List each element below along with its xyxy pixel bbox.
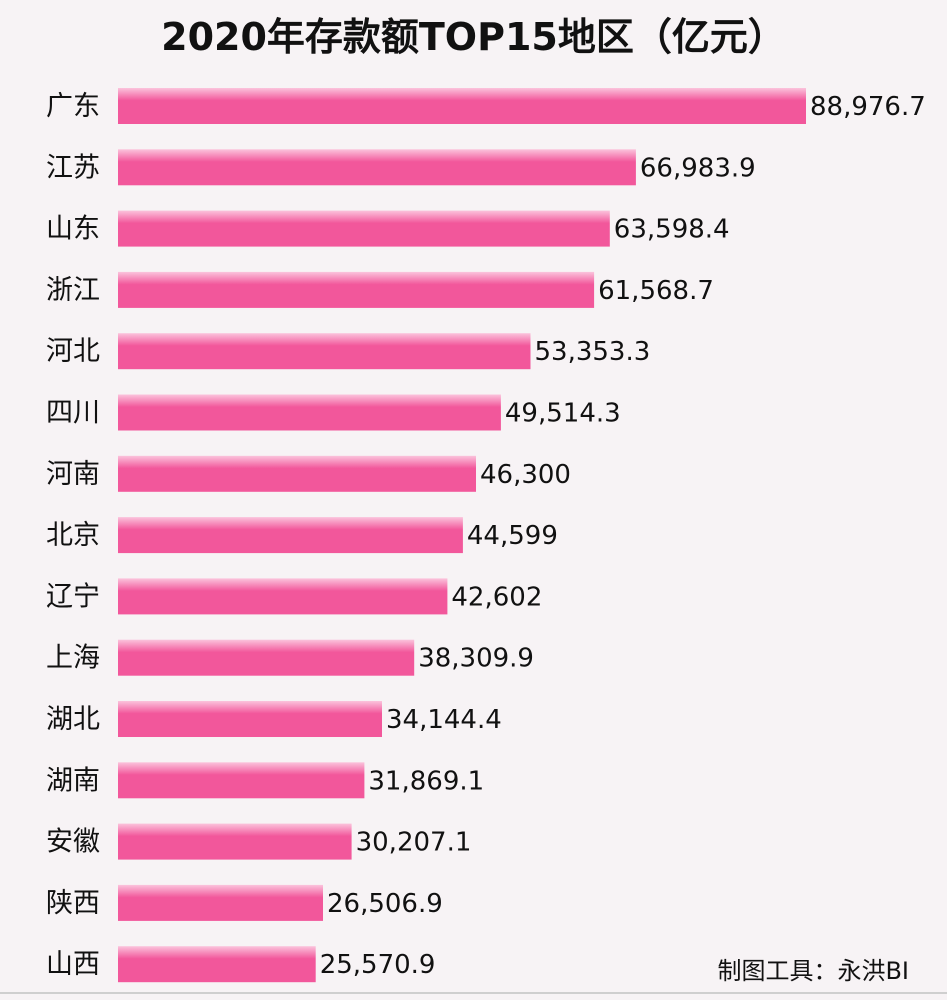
category-label-5: 四川 xyxy=(46,398,100,429)
value-label-7: 44,599 xyxy=(467,521,558,551)
bar-0 xyxy=(118,88,806,124)
category-label-6: 河南 xyxy=(46,459,100,490)
category-label-13: 陕西 xyxy=(46,888,100,919)
value-label-1: 66,983.9 xyxy=(640,153,756,183)
category-label-9: 上海 xyxy=(46,643,100,674)
value-label-8: 42,602 xyxy=(451,582,542,612)
category-label-1: 江苏 xyxy=(46,152,100,183)
bar-6 xyxy=(118,455,476,492)
value-label-4: 53,353.3 xyxy=(535,337,651,367)
value-label-2: 63,598.4 xyxy=(614,215,730,245)
bar-14 xyxy=(118,946,316,983)
category-label-12: 安徽 xyxy=(46,827,100,858)
value-label-3: 61,568.7 xyxy=(598,276,714,306)
value-label-14: 25,570.9 xyxy=(320,950,436,980)
value-label-13: 26,506.9 xyxy=(327,889,443,919)
value-label-9: 38,309.9 xyxy=(418,644,534,674)
value-label-5: 49,514.3 xyxy=(505,399,621,429)
bar-13 xyxy=(118,884,323,921)
category-label-8: 辽宁 xyxy=(46,581,100,612)
value-label-10: 34,144.4 xyxy=(386,705,502,735)
credit-text: 制图工具：永洪BI xyxy=(717,957,909,985)
bar-4 xyxy=(118,333,531,370)
category-label-11: 湖南 xyxy=(46,765,100,796)
category-label-2: 山东 xyxy=(46,214,100,245)
value-label-0: 88,976.7 xyxy=(810,92,926,122)
value-label-12: 30,207.1 xyxy=(356,828,472,858)
bar-12 xyxy=(118,823,352,860)
category-label-0: 广东 xyxy=(46,91,100,122)
bar-10 xyxy=(118,701,382,737)
bottom-divider xyxy=(0,992,947,994)
category-label-14: 山西 xyxy=(46,949,100,980)
value-label-6: 46,300 xyxy=(480,460,571,490)
bar-3 xyxy=(118,271,595,308)
category-label-4: 河北 xyxy=(46,336,100,367)
bar-1 xyxy=(118,149,636,186)
value-label-11: 31,869.1 xyxy=(368,766,484,796)
bars-group xyxy=(118,88,806,983)
chart-title: 2020年存款额TOP15地区（亿元） xyxy=(161,15,786,59)
bar-8 xyxy=(118,578,448,615)
category-label-3: 浙江 xyxy=(46,275,100,306)
bar-11 xyxy=(118,762,365,799)
category-label-7: 北京 xyxy=(46,520,100,551)
category-label-10: 湖北 xyxy=(46,704,100,735)
bar-9 xyxy=(118,639,415,676)
bar-2 xyxy=(118,210,610,247)
value-labels: 88,976.7 66,983.9 63,598.4 61,568.7 53,353.3… xyxy=(320,92,926,980)
bar-7 xyxy=(118,517,463,554)
bar-5 xyxy=(118,394,501,431)
